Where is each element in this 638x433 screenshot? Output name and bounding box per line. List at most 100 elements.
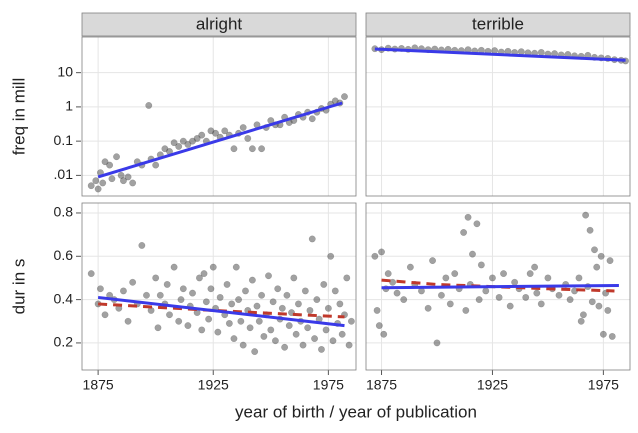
point: [195, 274, 203, 282]
point: [230, 145, 238, 153]
panel: [366, 37, 630, 196]
point: [313, 296, 321, 304]
point: [597, 252, 605, 260]
trend-line: [381, 284, 619, 290]
point: [281, 343, 289, 351]
point: [179, 285, 187, 293]
y-tick-label: 0.6: [54, 247, 74, 263]
panel-border: [365, 36, 631, 197]
point: [170, 139, 178, 147]
point: [462, 306, 470, 314]
panel-border: [81, 202, 357, 371]
point: [306, 306, 314, 314]
point: [531, 263, 539, 271]
point: [143, 291, 150, 299]
point: [92, 177, 100, 185]
point: [464, 213, 472, 221]
trend-line: [97, 101, 343, 179]
point: [393, 289, 401, 297]
point: [101, 158, 109, 166]
point: [251, 348, 259, 356]
facet-strip: [81, 12, 357, 37]
point: [533, 289, 541, 297]
point: [475, 296, 483, 304]
point: [205, 315, 213, 323]
point: [267, 326, 275, 334]
point: [198, 131, 206, 139]
y-tick-label: 1: [65, 98, 73, 114]
point: [400, 296, 408, 304]
point: [260, 332, 268, 340]
point: [258, 291, 266, 299]
facet-strip: [365, 12, 631, 37]
point: [113, 153, 120, 161]
point: [207, 285, 215, 293]
point: [451, 270, 459, 278]
point: [604, 306, 612, 314]
x-axis-title: year of birth / year of publication: [235, 402, 477, 421]
point: [389, 278, 397, 286]
point: [248, 145, 256, 153]
point: [87, 182, 95, 190]
point: [124, 317, 132, 325]
point: [290, 274, 298, 282]
x-tick-label: 1975: [313, 377, 344, 393]
point: [506, 302, 514, 310]
point: [285, 322, 293, 330]
point: [347, 317, 355, 325]
point: [274, 285, 282, 293]
point: [209, 263, 217, 271]
point: [216, 293, 224, 301]
point: [223, 280, 231, 288]
point: [242, 287, 249, 295]
point: [329, 337, 337, 345]
point: [200, 270, 208, 278]
point: [253, 302, 261, 310]
point: [406, 263, 414, 271]
point: [292, 330, 300, 338]
point: [595, 302, 603, 310]
point: [608, 332, 616, 340]
point: [96, 285, 104, 293]
point: [278, 304, 286, 312]
point: [154, 324, 162, 332]
point: [119, 177, 127, 185]
point: [375, 322, 383, 330]
point: [324, 304, 332, 312]
y-tick-label: .01: [54, 166, 74, 182]
point: [429, 257, 437, 265]
y-tick-label: 10: [57, 63, 73, 79]
point: [371, 252, 379, 260]
point: [433, 339, 441, 347]
point: [378, 248, 385, 256]
trend-line: [97, 295, 345, 328]
x-tick-label: 1875: [83, 377, 114, 393]
point: [586, 226, 594, 234]
point: [577, 317, 585, 325]
point: [239, 341, 247, 349]
point: [308, 235, 316, 243]
point: [228, 300, 236, 308]
point: [106, 161, 114, 169]
point: [555, 291, 563, 299]
point: [230, 335, 238, 343]
point: [129, 179, 137, 187]
point: [336, 300, 344, 308]
point: [308, 115, 316, 123]
point: [522, 293, 530, 301]
point: [537, 300, 545, 308]
x-tick-label: 1925: [198, 377, 229, 393]
point: [225, 319, 233, 327]
point: [437, 291, 445, 299]
y-axis-title: dur in s: [9, 259, 28, 315]
point: [599, 330, 607, 338]
facet-label: alright: [196, 14, 243, 33]
x-tick-label: 1875: [366, 377, 397, 393]
point: [179, 137, 187, 145]
point: [380, 330, 388, 338]
point: [331, 287, 339, 295]
panel-border: [81, 36, 357, 197]
point: [373, 306, 381, 314]
point: [255, 317, 263, 325]
